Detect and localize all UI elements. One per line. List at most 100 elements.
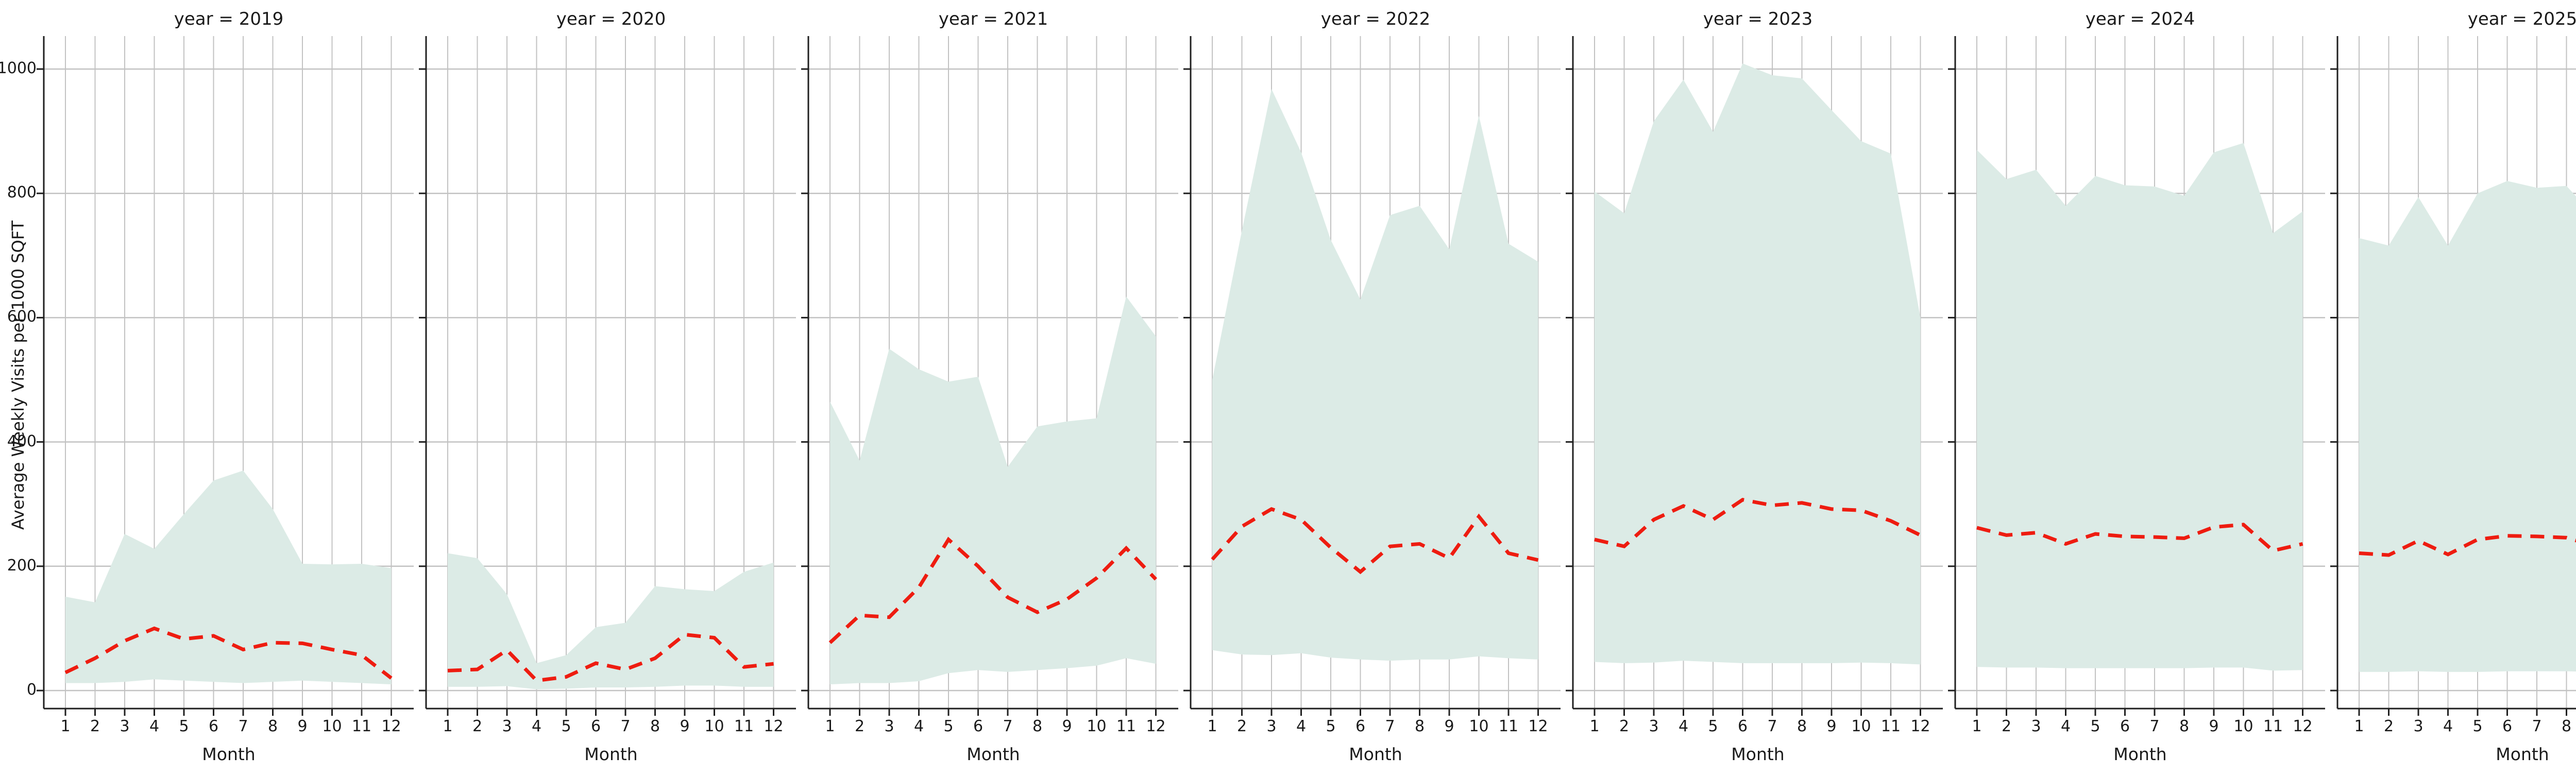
panel-title-2021: year = 2021 [938,9,1048,29]
x-tick-label: 2 [2383,717,2394,735]
x-tick-label: 5 [179,717,189,735]
x-tick-label: 9 [297,717,308,735]
x-tick-label: 12 [1146,717,1166,735]
median-line-2020 [447,632,774,683]
x-tick-label: 11 [1116,717,1137,735]
x-tick-label: 11 [1498,717,1519,735]
percentile-band-2023 [1595,63,1921,665]
percentile-band-2021 [830,296,1156,684]
x-tick-label: 7 [1003,717,1013,735]
x-tick-label: 9 [1062,717,1072,735]
x-tick-label: 4 [1296,717,1307,735]
median-line-2025 [2359,534,2576,557]
x-tick-label: 7 [238,717,248,735]
median-line-2024 [1976,523,2303,553]
x-tick-label: 8 [1797,717,1807,735]
x-tick-label: 7 [2532,717,2542,735]
panel-title-2022: year = 2022 [1320,9,1431,29]
x-tick-label: 6 [590,717,601,735]
x-tick-label: 2 [1619,717,1630,735]
x-tick-label: 1 [2354,717,2364,735]
x-tick-label: 3 [2031,717,2041,735]
x-tick-label: 5 [561,717,571,735]
x-tick-label: 4 [1678,717,1689,735]
x-tick-label: 1 [1972,717,1982,735]
x-tick-label: 10 [2233,717,2253,735]
median-line-2021 [828,536,1158,644]
x-tick-label: 4 [149,717,160,735]
x-tick-label: 11 [734,717,754,735]
x-tick-label: 4 [531,717,542,735]
x-tick-label: 6 [2502,717,2513,735]
x-tick-label: 10 [1469,717,1489,735]
x-tick-label: 11 [1880,717,1901,735]
x-tick-label: 1 [443,717,453,735]
x-tick-label: 3 [502,717,512,735]
x-tick-label: 12 [1910,717,1930,735]
panel-2025 [2330,36,2576,716]
x-tick-label: 1 [1589,717,1600,735]
y-tick-label: 800 [7,183,37,202]
x-tick-label: 3 [2413,717,2424,735]
median-line-2023 [1594,498,1922,549]
x-tick-label: 3 [1649,717,1659,735]
x-tick-label: 7 [2149,717,2160,735]
x-tick-label: 7 [1767,717,1777,735]
x-axis-label-2023: Month [1731,744,1785,764]
y-tick-label: 400 [7,432,37,450]
x-tick-label: 9 [680,717,690,735]
percentile-band-2022 [1212,89,1538,661]
x-tick-label: 12 [1528,717,1548,735]
x-tick-label: 11 [2263,717,2283,735]
x-tick-label: 10 [322,717,342,735]
x-tick-label: 5 [2472,717,2483,735]
x-tick-label: 6 [1355,717,1366,735]
panel-2024 [1948,36,2325,716]
x-tick-label: 10 [704,717,724,735]
x-tick-label: 8 [1414,717,1425,735]
x-axis-label-2019: Month [202,744,256,764]
x-axis-label-2025: Month [2496,744,2549,764]
x-axis-label-2020: Month [584,744,638,764]
x-tick-label: 1 [60,717,71,735]
x-tick-label: 6 [208,717,219,735]
x-tick-label: 1 [825,717,835,735]
x-tick-label: 10 [1087,717,1107,735]
x-tick-label: 5 [943,717,954,735]
x-tick-label: 6 [973,717,984,735]
panel-title-2023: year = 2023 [1703,9,1813,29]
x-tick-label: 9 [1826,717,1837,735]
panel-2022 [1183,36,1561,716]
x-tick-label: 5 [2090,717,2100,735]
percentile-band-2024 [1977,143,2303,671]
percentile-band-2025 [2359,181,2576,672]
x-tick-label: 4 [913,717,924,735]
x-tick-label: 7 [1385,717,1395,735]
x-tick-label: 4 [2443,717,2453,735]
panel-2021 [801,36,1178,716]
x-tick-label: 1 [1207,717,1217,735]
y-tick-label: 0 [26,681,37,699]
x-tick-label: 7 [620,717,631,735]
y-axis-label: Average Weekly Visits per 1000 SQFT [8,220,28,530]
x-tick-label: 2 [2001,717,2012,735]
panel-title-2025: year = 2025 [2467,9,2576,29]
x-tick-label: 2 [1236,717,1247,735]
x-tick-label: 12 [764,717,784,735]
x-tick-label: 2 [90,717,100,735]
panel-2023 [1566,36,1943,716]
panel-2020 [419,36,796,716]
x-axis-label-2022: Month [1349,744,1402,764]
x-tick-label: 4 [2060,717,2071,735]
x-tick-label: 9 [2209,717,2219,735]
x-tick-label: 8 [267,717,278,735]
x-tick-label: 6 [1737,717,1748,735]
x-tick-label: 5 [1326,717,1336,735]
x-tick-label: 10 [1851,717,1871,735]
x-tick-label: 8 [1032,717,1043,735]
x-tick-label: 2 [854,717,865,735]
panel-2019 [37,36,414,716]
panel-title-2019: year = 2019 [174,9,284,29]
